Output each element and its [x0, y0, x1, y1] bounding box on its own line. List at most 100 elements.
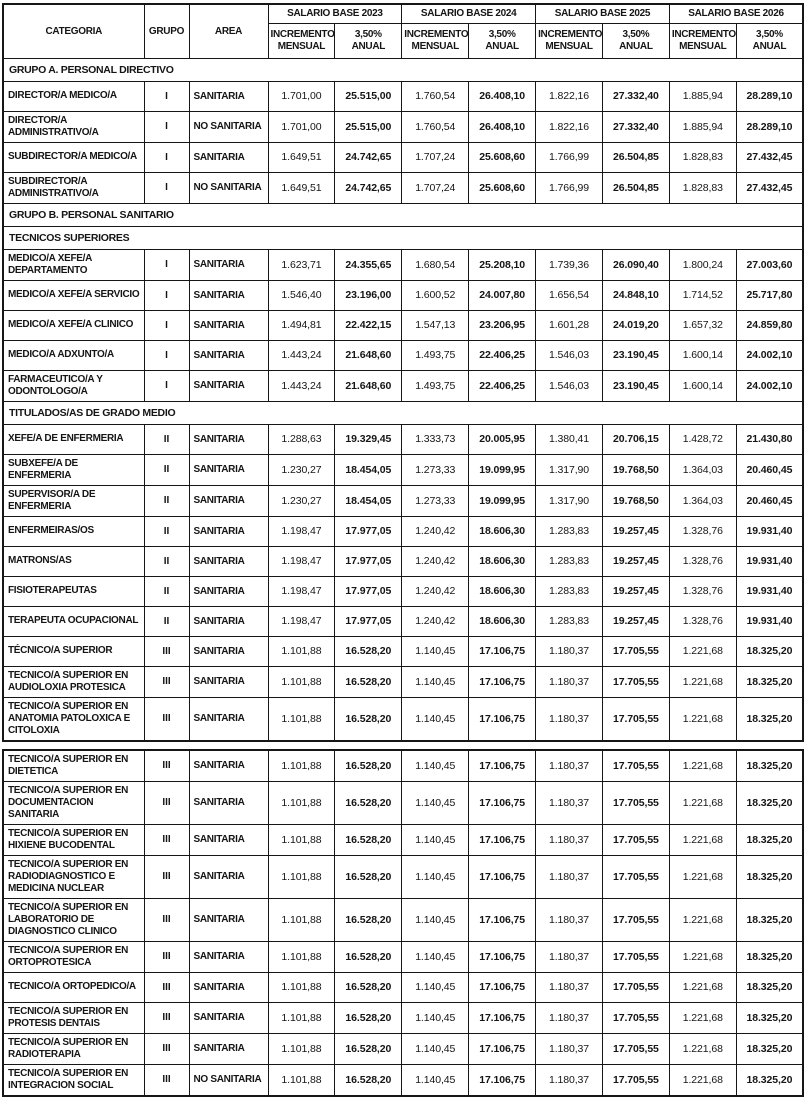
table-row: FISIOTERAPEUTAS II SANITARIA 1.198,47 17.977…	[2, 575, 804, 607]
anual-cell: 17.705,55	[601, 897, 670, 942]
anual-cell: 16.528,20	[334, 854, 403, 899]
incremento-mensual-cell: 1.101,88	[267, 854, 336, 899]
area-cell: SANITARIA	[188, 141, 269, 173]
anual-cell: 20.706,15	[601, 423, 670, 455]
anual-cell: 17.106,75	[468, 897, 537, 942]
grupo-cell: II	[143, 515, 190, 547]
anual-cell: 21.648,60	[334, 369, 403, 402]
categoria-cell: MATRONS/AS	[2, 545, 145, 577]
anual-cell: 18.325,20	[735, 635, 804, 667]
incremento-mensual-cell: 1.273,33	[401, 484, 470, 517]
salary-table-block-1: CATEGORIA GRUPO AREA SALARIO BASE 2023 S…	[2, 3, 804, 742]
incremento-mensual-cell: 1.656,54	[535, 279, 603, 311]
incremento-mensual-cell: 1.198,47	[267, 605, 336, 637]
table-row: SUPERVISOR/A DE ENFERMERIA II SANITARIA 1.2…	[2, 484, 804, 517]
grupo-cell: II	[143, 575, 190, 607]
anual-cell: 17.106,75	[468, 854, 537, 899]
anual-cell: 17.705,55	[601, 749, 670, 782]
anual-cell: 17.705,55	[601, 971, 670, 1003]
area-cell: SANITARIA	[188, 854, 269, 899]
anual-cell: 17.106,75	[468, 696, 537, 741]
incremento-mensual-cell: 1.140,45	[401, 780, 470, 825]
incremento-mensual-cell: 1.180,37	[535, 749, 603, 782]
categoria-cell: TECNICO/A SUPERIOR EN INTEGRACION SOCIAL	[2, 1063, 145, 1096]
anual-cell: 18.325,20	[735, 780, 804, 825]
table-row: DIRECTOR/A ADMINISTRATIVO/A I NO SANITARIA…	[2, 110, 804, 143]
grupo-cell: III	[143, 780, 190, 825]
categoria-cell: TECNICO/A SUPERIOR EN RADIOTERAPIA	[2, 1032, 145, 1065]
incremento-mensual-cell: 1.198,47	[267, 545, 336, 577]
area-cell: SANITARIA	[188, 453, 269, 486]
categoria-cell: TÉCNICO/A SUPERIOR	[2, 635, 145, 667]
incremento-mensual-cell: 1.328,76	[668, 605, 737, 637]
anual-cell: 25.608,60	[468, 141, 537, 173]
incremento-mensual-cell: 1.600,14	[668, 339, 737, 371]
table-row: TECNICO/A SUPERIOR EN ORTOPROTESICA III SA…	[2, 940, 804, 973]
incremento-mensual-cell: 1.180,37	[535, 665, 603, 698]
incremento-mensual-cell: 1.221,68	[668, 1032, 737, 1065]
anual-cell: 18.454,05	[334, 484, 403, 517]
incremento-mensual-cell: 1.283,83	[535, 515, 603, 547]
anual-cell: 19.768,50	[601, 484, 670, 517]
area-cell: SANITARIA	[188, 780, 269, 825]
anual-cell: 23.206,95	[468, 309, 537, 341]
grupo-cell: I	[143, 171, 190, 204]
header-incremento-mensual-2026: INCREMENTO MENSUAL	[668, 22, 737, 59]
incremento-mensual-cell: 1.101,88	[267, 971, 336, 1003]
anual-cell: 24.742,65	[334, 171, 403, 204]
incremento-mensual-cell: 1.800,24	[668, 248, 737, 281]
area-cell: SANITARIA	[188, 635, 269, 667]
incremento-mensual-cell: 1.101,88	[267, 665, 336, 698]
incremento-mensual-cell: 1.140,45	[401, 897, 470, 942]
table-row: TECNICO/A SUPERIOR EN LABORATORIO DE DIA…	[2, 897, 804, 942]
anual-cell: 22.406,25	[468, 339, 537, 371]
categoria-cell: DIRECTOR/A MEDICO/A	[2, 80, 145, 112]
anual-cell: 17.705,55	[601, 1032, 670, 1065]
incremento-mensual-cell: 1.822,16	[535, 80, 603, 112]
area-cell: SANITARIA	[188, 823, 269, 856]
categoria-cell: TECNICO/A SUPERIOR EN DOCUMENTACION SANI…	[2, 780, 145, 825]
anual-cell: 17.106,75	[468, 780, 537, 825]
table-body-block-1: GRUPO A. PERSONAL DIRECTIVO DIRECTOR/A ME…	[2, 57, 804, 741]
anual-cell: 24.002,10	[735, 339, 804, 371]
anual-cell: 28.289,10	[735, 110, 804, 143]
incremento-mensual-cell: 1.283,83	[535, 575, 603, 607]
incremento-mensual-cell: 1.760,54	[401, 80, 470, 112]
grupo-cell: III	[143, 1001, 190, 1034]
categoria-cell: SUBDIRECTOR/A MEDICO/A	[2, 141, 145, 173]
header-anual-2023: 3,50% ANUAL	[334, 22, 403, 59]
incremento-mensual-cell: 1.822,16	[535, 110, 603, 143]
table-header: CATEGORIA GRUPO AREA SALARIO BASE 2023 S…	[2, 3, 804, 59]
grupo-cell: III	[143, 854, 190, 899]
incremento-mensual-cell: 1.701,00	[267, 80, 336, 112]
categoria-cell: MEDICO/A ADXUNTO/A	[2, 339, 145, 371]
area-cell: SANITARIA	[188, 545, 269, 577]
grupo-cell: I	[143, 141, 190, 173]
header-salario-base-2024: SALARIO BASE 2024	[401, 3, 537, 24]
anual-cell: 24.859,80	[735, 309, 804, 341]
incremento-mensual-cell: 1.101,88	[267, 696, 336, 741]
incremento-mensual-cell: 1.140,45	[401, 665, 470, 698]
grupo-cell: III	[143, 940, 190, 973]
anual-cell: 16.528,20	[334, 1001, 403, 1034]
anual-cell: 20.460,45	[735, 453, 804, 486]
categoria-cell: TECNICO/A SUPERIOR EN RADIODIAGNOSTICO E…	[2, 854, 145, 899]
incremento-mensual-cell: 1.317,90	[535, 453, 603, 486]
table-row: TECNICO/A SUPERIOR EN HIXIENE BUCODENTAL…	[2, 823, 804, 856]
incremento-mensual-cell: 1.546,03	[535, 369, 603, 402]
anual-cell: 18.325,20	[735, 971, 804, 1003]
incremento-mensual-cell: 1.493,75	[401, 369, 470, 402]
table-row: TECNICO/A SUPERIOR EN RADIODIAGNOSTICO E…	[2, 854, 804, 899]
grupo-cell: II	[143, 605, 190, 637]
anual-cell: 16.528,20	[334, 1032, 403, 1065]
incremento-mensual-cell: 1.766,99	[535, 141, 603, 173]
grupo-cell: II	[143, 484, 190, 517]
anual-cell: 22.422,15	[334, 309, 403, 341]
header-salario-base-2025: SALARIO BASE 2025	[535, 3, 670, 24]
categoria-cell: TECNICO/A SUPERIOR EN PROTESIS DENTAIS	[2, 1001, 145, 1034]
incremento-mensual-cell: 1.707,24	[401, 141, 470, 173]
categoria-cell: TECNICO/A SUPERIOR EN HIXIENE BUCODENTAL	[2, 823, 145, 856]
section-row: TITULADOS/AS DE GRADO MEDIO	[2, 400, 804, 425]
anual-cell: 16.528,20	[334, 971, 403, 1003]
